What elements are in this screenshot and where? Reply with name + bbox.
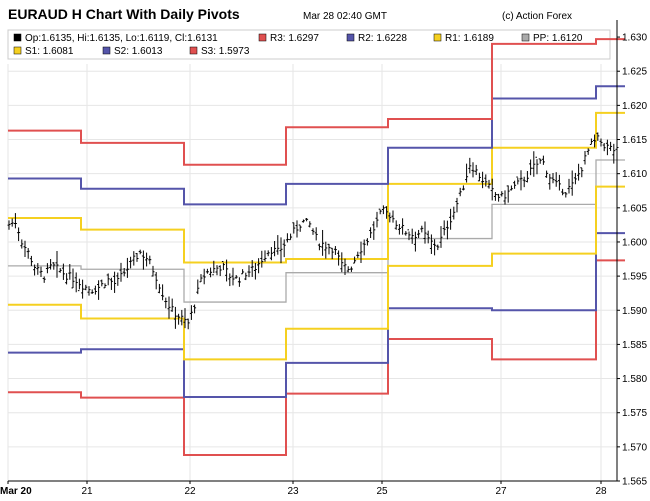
y-tick-label: 1.605: [622, 203, 647, 214]
legend-swatch-ohlc: [13, 33, 22, 42]
y-tick-label: 1.595: [622, 272, 647, 283]
y-tick-label: 1.610: [622, 169, 647, 180]
legend-label-r1: R1: 1.6189: [445, 33, 494, 44]
legend-swatch-s1: [13, 46, 22, 55]
x-tick-label: Mar 20: [0, 486, 32, 497]
legend-label-s3: S3: 1.5973: [201, 46, 250, 57]
y-tick-label: 1.620: [622, 101, 647, 112]
x-tick-label: 27: [495, 486, 507, 497]
legend-label-r3: R3: 1.6297: [270, 33, 319, 44]
y-tick-label: 1.580: [622, 374, 647, 385]
legend-swatch-r1: [433, 33, 442, 42]
x-tick-label: 28: [595, 486, 607, 497]
legend: Op:1.6135, Hi:1.6135, Lo:1.6119, Cl:1.61…: [13, 33, 583, 57]
legend-swatch-s3: [189, 46, 198, 55]
legend-label-ohlc: Op:1.6135, Hi:1.6135, Lo:1.6119, Cl:1.61…: [25, 33, 218, 44]
pivot-line-r3: [8, 38, 625, 166]
axes: 1.565 1.570 1.575 1.580 1.585 1.590 1.595 1.600…: [0, 20, 647, 497]
pivot-line-pp: [8, 159, 625, 303]
y-tick-label: 1.575: [622, 408, 647, 419]
legend-swatch-r3: [258, 33, 267, 42]
legend-swatch-s2: [102, 46, 111, 55]
pivot-line-s2: [8, 232, 625, 398]
x-tick-label: 23: [287, 486, 299, 497]
y-tick-label: 1.630: [622, 33, 647, 44]
y-tick-label: 1.590: [622, 306, 647, 317]
chart-credit: (c) Action Forex: [502, 11, 572, 22]
y-tick-label: 1.615: [622, 135, 647, 146]
y-tick-label: 1.625: [622, 67, 647, 78]
chart-title: EURAUD H Chart With Daily Pivots: [8, 6, 240, 22]
legend-label-s2: S2: 1.6013: [114, 46, 163, 57]
pivot-lines: [8, 38, 625, 457]
chart-timestamp: Mar 28 02:40 GMT: [303, 11, 387, 22]
y-tick-label: 1.585: [622, 340, 647, 351]
legend-swatch-pp: [521, 33, 530, 42]
legend-swatch-r2: [346, 33, 355, 42]
y-tick-label: 1.570: [622, 442, 647, 453]
legend-label-s1: S1: 1.6081: [25, 46, 74, 57]
legend-label-r2: R2: 1.6228: [358, 33, 407, 44]
legend-label-pp: PP: 1.6120: [533, 33, 583, 44]
y-tick-label: 1.565: [622, 477, 647, 488]
y-tick-label: 1.600: [622, 237, 647, 248]
x-tick-label: 21: [81, 486, 93, 497]
pivot-line-r1: [8, 111, 625, 264]
x-tick-label: 25: [376, 486, 388, 497]
price-bars: [7, 132, 619, 330]
pivot-line-s1: [8, 185, 625, 361]
x-tick-label: 22: [184, 486, 196, 497]
pivot-line-r2: [8, 85, 625, 206]
pivot-line-s3: [8, 259, 625, 457]
